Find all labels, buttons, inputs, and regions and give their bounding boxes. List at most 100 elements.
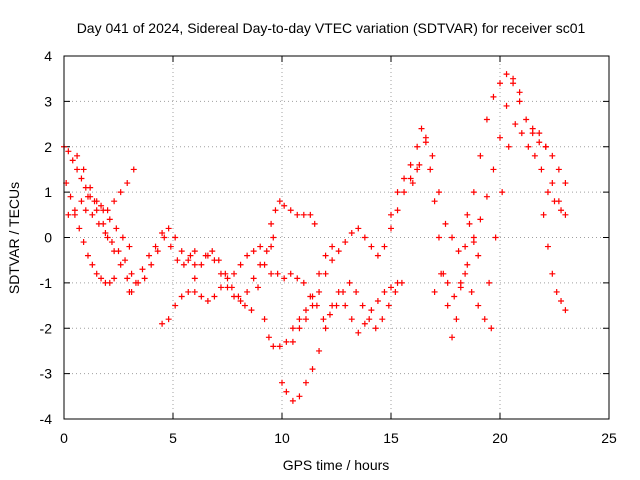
series-J [268,198,318,227]
data-point [111,198,118,205]
data-point [464,211,471,218]
data-point [289,397,296,404]
data-point [122,257,129,264]
data-point [368,243,375,250]
data-point [124,180,131,187]
data-point [146,252,153,259]
data-point [272,207,279,214]
data-point [115,248,122,255]
data-point [361,234,368,241]
data-point [178,293,185,300]
data-point [231,270,238,277]
data-point [268,243,275,250]
y-tick-label: 0 [44,230,52,246]
data-point [477,216,484,223]
data-point [388,225,394,232]
data-point [296,325,303,332]
data-point [65,148,72,155]
data-point [217,284,224,291]
data-point [553,288,560,295]
data-point [366,316,373,323]
data-point [289,325,296,332]
data-point [449,234,456,241]
data-point [555,198,562,205]
data-point [281,202,288,209]
data-point [359,302,366,309]
data-point [490,166,497,173]
data-point [270,343,277,350]
data-point [302,316,309,323]
data-point [113,225,120,232]
data-point [165,225,172,232]
data-point [544,243,551,250]
data-point [178,248,185,255]
data-point [329,257,336,264]
series-B [63,180,118,286]
data-point [95,220,102,227]
data-point [394,189,401,196]
data-point [385,302,392,309]
data-point [492,234,499,241]
data-point [531,152,538,159]
data-point [477,152,484,159]
data-point [222,270,229,277]
data-point [80,239,87,246]
data-point [468,288,475,295]
data-point [512,121,519,128]
data-point [202,252,209,259]
data-point [281,275,288,282]
data-point [257,243,264,250]
data-point [84,252,91,259]
series-F [126,225,198,295]
series-O [388,125,482,341]
data-point [244,252,251,259]
data-point [185,288,192,295]
data-point [294,211,301,218]
y-tick-label: 4 [44,48,52,64]
data-point [451,293,458,300]
data-point [361,320,368,327]
data-point [562,211,569,218]
data-point [449,334,456,341]
y-tick-label: -3 [40,366,53,382]
data-point [270,234,277,241]
data-point [148,261,155,268]
x-axis-label: GPS time / hours [283,457,390,473]
x-tick-label: 0 [60,430,68,446]
x-tick-label: 15 [383,430,399,446]
data-point [503,102,510,109]
data-point [102,229,109,236]
data-point [300,279,307,286]
data-point [276,198,283,205]
data-point [414,166,421,173]
data-point [466,220,473,227]
plot-frame [63,55,610,420]
data-point [322,325,329,332]
data-point [289,338,296,345]
data-point [335,248,342,255]
data-point [523,116,530,123]
axis-ticks: 0 5 10 15 20 25 -4 -3 -2 -1 0 1 2 3 4 [40,48,617,446]
data-point [165,316,172,323]
data-point [250,275,257,282]
data-point [538,166,545,173]
data-point [529,125,536,132]
data-point [407,161,414,168]
data-point [128,270,135,277]
data-point [180,261,187,268]
data-point [287,207,294,214]
y-tick-label: 3 [44,93,52,109]
data-point [191,275,198,282]
data-point [409,180,416,187]
data-point [558,298,565,305]
data-point [250,248,257,255]
data-point [126,288,133,295]
data-point [82,207,89,214]
data-point [335,288,342,295]
data-point [379,316,386,323]
data-point [65,211,72,218]
data-point [353,288,360,295]
data-point [388,211,394,218]
data-point [255,284,262,291]
data-point [562,307,569,314]
